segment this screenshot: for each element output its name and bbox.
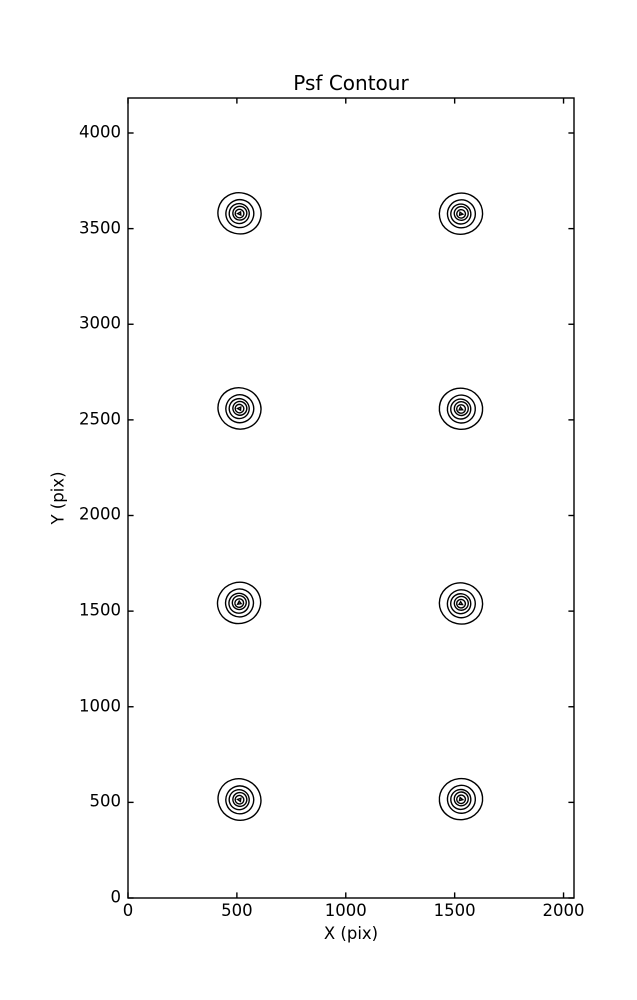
contour-ring (446, 589, 476, 619)
contour-ring (216, 581, 262, 625)
x-axis-label: X (pix) (323, 924, 379, 943)
psf-contour-blob (217, 778, 262, 821)
contour-ring (438, 387, 484, 431)
contour-ring (456, 208, 467, 219)
contour-ring (234, 598, 245, 608)
psf-contour-blob (438, 192, 484, 235)
contour-ring (450, 203, 472, 225)
y-tick-label: 0 (110, 887, 122, 907)
psf-contour-blob (438, 387, 484, 431)
contour-peak (236, 599, 243, 606)
contour-ring (438, 582, 484, 625)
psf-contour-blob (217, 192, 262, 235)
contour-ring (225, 394, 255, 424)
contour-peak (458, 796, 465, 802)
contour-ring (217, 387, 262, 430)
contour-ring (450, 788, 472, 811)
contour-ring (228, 789, 250, 811)
contour-ring (225, 785, 255, 815)
contour-peak (236, 406, 242, 412)
x-tick-label: 0 (122, 901, 134, 920)
chart-title: Psf Contour (293, 71, 409, 95)
contour-ring (446, 394, 476, 424)
contour-ring (456, 794, 467, 805)
contour-ring (438, 777, 484, 821)
contour-ring (453, 401, 469, 417)
contour-ring (232, 400, 248, 416)
contour-peak (457, 600, 464, 606)
contour-peak (458, 210, 465, 217)
psf-contour-blob (438, 777, 484, 821)
contour-ring (232, 791, 248, 808)
contour-ring (446, 199, 477, 229)
x-tick-label: 1500 (433, 901, 476, 920)
axes-frame (127, 97, 575, 899)
contour-peak (458, 405, 465, 411)
contour-ring (217, 778, 262, 821)
contour-ring (232, 205, 248, 221)
contour-ring (450, 398, 472, 420)
contour-ring (455, 598, 467, 609)
y-tick-label: 3000 (79, 313, 121, 333)
contour-ring (228, 397, 250, 420)
contour-ring (228, 592, 250, 614)
contour-ring (231, 595, 247, 611)
x-tick-label: 1000 (324, 901, 367, 920)
contour-ring (234, 403, 245, 414)
contour-ring (453, 595, 469, 611)
y-tick-label: 500 (89, 791, 122, 811)
y-tick-label: 3500 (79, 218, 121, 238)
y-tick-label: 1000 (79, 696, 121, 716)
contour-ring (453, 205, 469, 222)
y-tick-label: 4000 (79, 122, 121, 142)
y-tick-label: 1500 (79, 600, 121, 620)
contour-ring (234, 794, 245, 805)
contour-ring (225, 198, 255, 229)
contour-ring (217, 192, 262, 235)
y-tick-label: 2500 (79, 409, 121, 429)
contour-ring (450, 593, 472, 615)
y-tick-label: 2000 (79, 505, 121, 525)
contour-peak (236, 797, 242, 803)
x-tick-label: 2000 (542, 901, 585, 920)
psf-contour-blob (438, 582, 484, 625)
contour-ring (446, 784, 477, 814)
contour-ring (234, 208, 245, 219)
contour-ring (228, 202, 250, 225)
psf-contour-blob (216, 581, 262, 625)
contour-ring (224, 588, 255, 618)
x-tick-label: 500 (221, 901, 253, 920)
contour-peak (236, 210, 242, 217)
psf-contour-blob (217, 387, 262, 430)
contour-ring (456, 404, 467, 414)
contour-ring (453, 791, 469, 807)
contour-ring (438, 192, 484, 235)
